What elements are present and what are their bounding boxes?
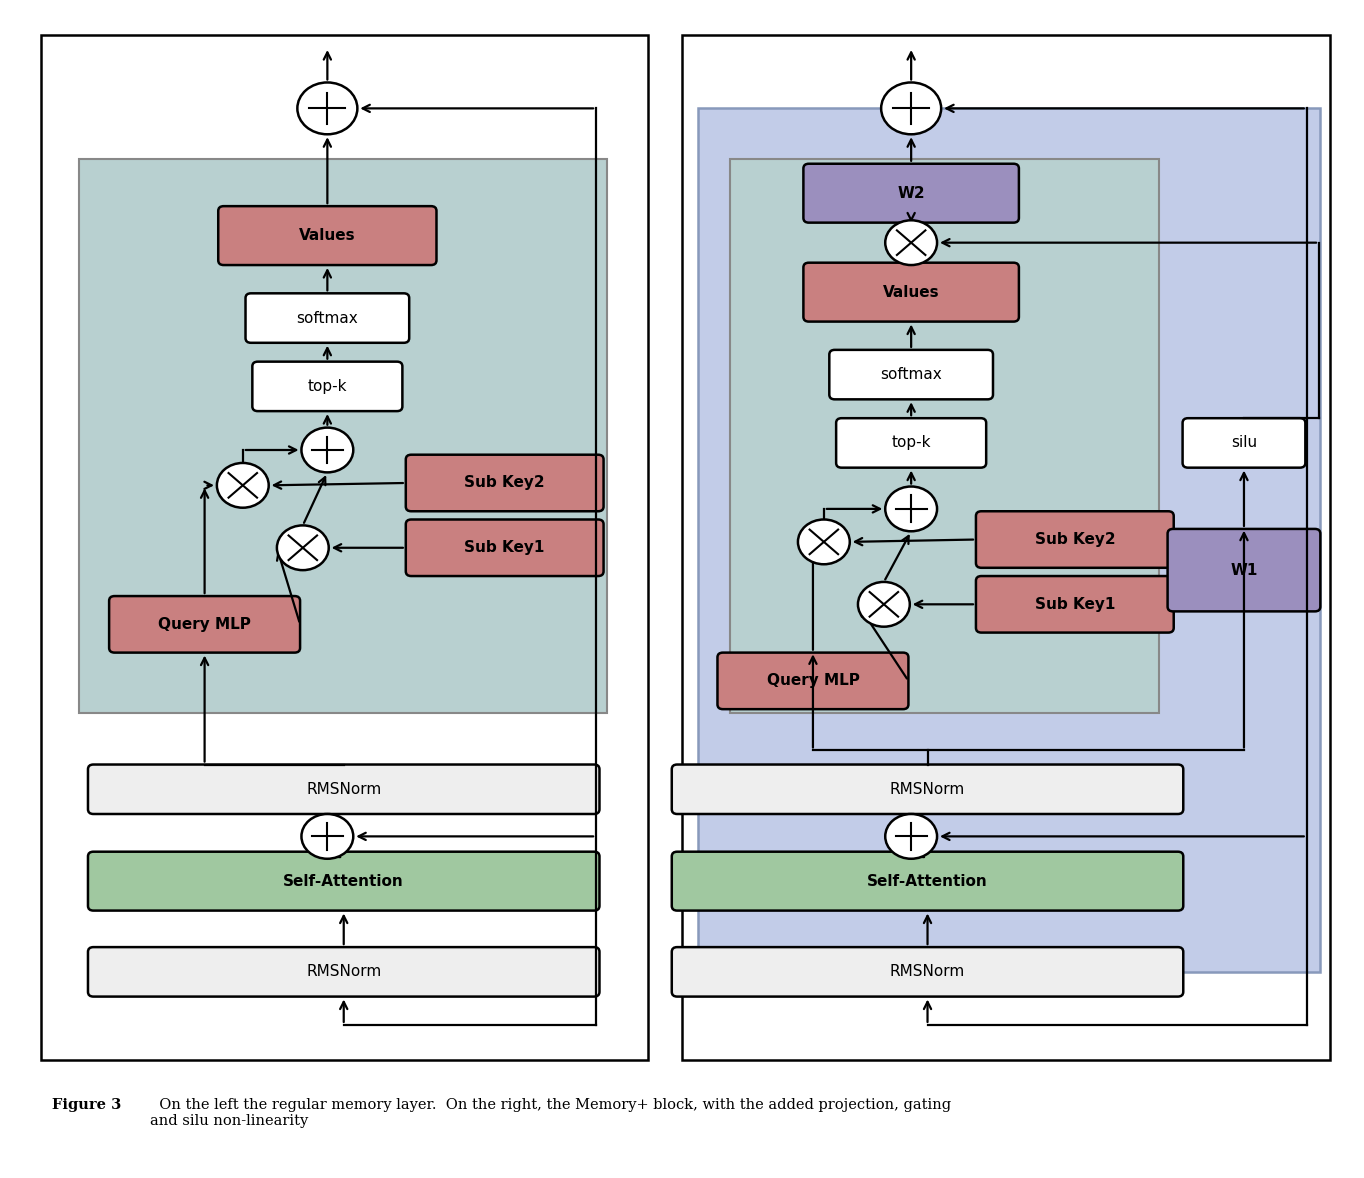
FancyBboxPatch shape — [87, 947, 599, 997]
Text: RMSNorm: RMSNorm — [306, 965, 382, 979]
Circle shape — [301, 428, 353, 472]
Text: RMSNorm: RMSNorm — [889, 965, 966, 979]
FancyBboxPatch shape — [218, 206, 436, 265]
Text: Self-Attention: Self-Attention — [284, 874, 404, 888]
FancyBboxPatch shape — [803, 164, 1019, 223]
FancyBboxPatch shape — [406, 455, 604, 511]
FancyBboxPatch shape — [672, 765, 1183, 814]
Circle shape — [301, 814, 353, 859]
Text: Values: Values — [883, 285, 940, 299]
FancyBboxPatch shape — [87, 765, 599, 814]
FancyBboxPatch shape — [977, 511, 1173, 568]
Text: silu: silu — [1230, 436, 1258, 450]
FancyBboxPatch shape — [252, 362, 402, 411]
Bar — [41, 35, 648, 1060]
Text: Self-Attention: Self-Attention — [868, 874, 988, 888]
Text: Query MLP: Query MLP — [767, 674, 859, 688]
Circle shape — [297, 82, 357, 134]
FancyBboxPatch shape — [717, 653, 908, 709]
Bar — [730, 159, 1159, 713]
Text: W1: W1 — [1230, 563, 1258, 577]
Text: Query MLP: Query MLP — [158, 617, 251, 631]
FancyBboxPatch shape — [406, 519, 604, 576]
Text: Sub Key1: Sub Key1 — [1035, 597, 1114, 611]
FancyBboxPatch shape — [1183, 418, 1305, 468]
FancyBboxPatch shape — [672, 852, 1183, 911]
Circle shape — [217, 463, 269, 508]
Text: softmax: softmax — [880, 368, 943, 382]
Circle shape — [885, 814, 937, 859]
FancyBboxPatch shape — [87, 852, 599, 911]
Text: Values: Values — [299, 229, 356, 243]
Bar — [698, 108, 1320, 972]
Circle shape — [881, 82, 941, 134]
FancyBboxPatch shape — [109, 596, 300, 653]
FancyBboxPatch shape — [836, 418, 986, 468]
FancyBboxPatch shape — [829, 350, 993, 399]
Text: Sub Key1: Sub Key1 — [465, 541, 544, 555]
Text: On the left the regular memory layer.  On the right, the Memory+ block, with the: On the left the regular memory layer. On… — [150, 1098, 951, 1129]
Circle shape — [277, 525, 329, 570]
Circle shape — [798, 519, 850, 564]
Text: Sub Key2: Sub Key2 — [464, 476, 546, 490]
Circle shape — [858, 582, 910, 627]
Text: W2: W2 — [898, 186, 925, 200]
FancyBboxPatch shape — [803, 263, 1019, 322]
Text: Figure 3: Figure 3 — [52, 1098, 121, 1112]
FancyBboxPatch shape — [672, 947, 1183, 997]
Text: RMSNorm: RMSNorm — [889, 782, 966, 796]
Text: Sub Key2: Sub Key2 — [1034, 532, 1116, 547]
Text: top-k: top-k — [892, 436, 930, 450]
Bar — [79, 159, 607, 713]
Text: softmax: softmax — [296, 311, 359, 325]
FancyBboxPatch shape — [246, 293, 409, 343]
Text: RMSNorm: RMSNorm — [306, 782, 382, 796]
Text: top-k: top-k — [308, 379, 346, 393]
Circle shape — [885, 220, 937, 265]
FancyBboxPatch shape — [1168, 529, 1320, 611]
Bar — [682, 35, 1330, 1060]
Circle shape — [885, 487, 937, 531]
FancyBboxPatch shape — [977, 576, 1173, 633]
